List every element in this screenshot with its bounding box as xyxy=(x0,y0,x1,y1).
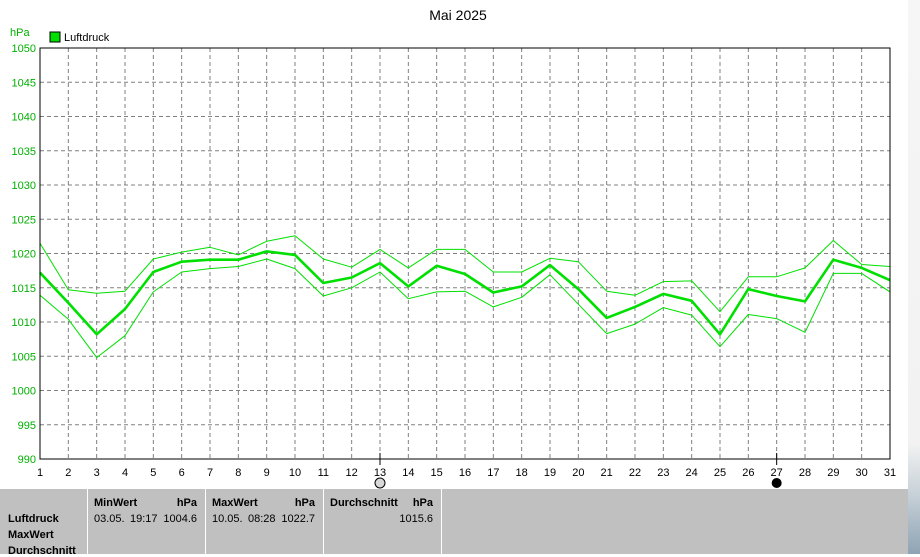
max-value: 1022.7 xyxy=(281,513,315,525)
series-line-upper xyxy=(39,235,891,313)
x-tick-label: 5 xyxy=(150,467,156,479)
x-tick-label: 23 xyxy=(657,467,669,479)
x-tick-label: 18 xyxy=(516,467,528,479)
min-value: 1004.6 xyxy=(163,513,197,525)
stats-min-column: MinWert hPa 03.05. 19:17 1004.6 xyxy=(88,489,206,554)
y-tick-label: 995 xyxy=(18,420,36,432)
max-time: 08:28 xyxy=(248,513,276,525)
y-tick-label: 1005 xyxy=(12,351,36,363)
y-tick-label: 1010 xyxy=(12,317,36,329)
x-tick-label: 25 xyxy=(714,467,726,479)
y-tick-label: 1015 xyxy=(12,283,36,295)
x-tick-label: 3 xyxy=(94,467,100,479)
avg-header: Durchschnitt xyxy=(330,497,398,509)
y-tick-label: 1035 xyxy=(12,146,36,158)
chart: Mai 2025 hPa Luftdruck 1 2 3 4 5 6 7 8 9 10 11 12 13… xyxy=(10,7,896,489)
max-header: MaxWert xyxy=(212,497,258,509)
min-date: 03.05. xyxy=(94,513,125,525)
x-tick-label: 4 xyxy=(122,467,128,479)
x-tick-label: 27 xyxy=(771,467,783,479)
avg-value: 1015.6 xyxy=(399,513,433,525)
x-tick-label: 20 xyxy=(572,467,584,479)
avg-unit: hPa xyxy=(412,497,433,509)
x-tick-label: 21 xyxy=(601,467,613,479)
x-tick-label: 22 xyxy=(629,467,641,479)
x-tick-label: 31 xyxy=(884,467,896,479)
y-tick-label: 1045 xyxy=(12,77,36,89)
x-tick-label: 2 xyxy=(65,467,71,479)
x-tick-label: 8 xyxy=(235,467,241,479)
x-tick-label: 29 xyxy=(827,467,839,479)
y-tick-label: 1000 xyxy=(12,386,36,398)
y-tick-label: 1040 xyxy=(12,112,36,124)
chart-title: Mai 2025 xyxy=(429,7,487,23)
y-tick-label: 1020 xyxy=(12,249,36,261)
x-tick-label: 10 xyxy=(289,467,301,479)
x-tick-label: 16 xyxy=(459,467,471,479)
x-tick-label: 11 xyxy=(318,467,329,479)
min-time: 19:17 xyxy=(130,513,158,525)
min-header: MinWert xyxy=(94,497,138,509)
x-tick-label: 19 xyxy=(544,467,556,479)
y-tick-label: 1030 xyxy=(12,180,36,192)
max-date: 10.05. xyxy=(212,513,243,525)
stats-panel: Luftdruck MaxWert Durchschnitt MinWert h… xyxy=(0,489,908,557)
stats-row-labels: Luftdruck MaxWert Durchschnitt xyxy=(0,489,88,557)
max-unit: hPa xyxy=(294,497,315,509)
legend-swatch xyxy=(49,31,61,43)
x-tick-label: 30 xyxy=(856,467,868,479)
stats-max-column: MaxWert hPa 10.05. 08:28 1022.7 xyxy=(206,489,324,554)
x-tick-label: 24 xyxy=(686,467,698,479)
x-tick-label: 14 xyxy=(402,467,414,479)
plot-frame xyxy=(39,47,891,460)
series-line-lower xyxy=(39,258,891,359)
min-marker-icon xyxy=(374,477,386,489)
row-label-maxwert: MaxWert xyxy=(8,529,54,541)
window-edge xyxy=(908,0,920,554)
x-tick-label: 1 xyxy=(37,467,43,479)
row-label-durchschnitt: Durchschnitt xyxy=(8,545,76,557)
x-tick-label: 15 xyxy=(431,467,443,479)
x-tick-label: 28 xyxy=(799,467,811,479)
y-tick-label: 1025 xyxy=(12,214,36,226)
legend-label: Luftdruck xyxy=(64,32,110,44)
x-tick-label: 9 xyxy=(264,467,270,479)
min-unit: hPa xyxy=(176,497,197,509)
x-tick-label: 12 xyxy=(346,467,358,479)
x-tick-label: 6 xyxy=(179,467,185,479)
max-marker-icon xyxy=(771,478,782,488)
x-tick-label: 17 xyxy=(487,467,499,479)
y-axis-unit: hPa xyxy=(10,27,30,39)
stats-avg-column: Durchschnitt hPa 1015.6 xyxy=(324,489,442,554)
y-tick-label: 1050 xyxy=(12,43,36,55)
series-line-luftdruck xyxy=(39,250,891,336)
x-tick-label: 7 xyxy=(207,467,213,479)
row-label-luftdruck: Luftdruck xyxy=(8,513,59,525)
x-tick-label: 26 xyxy=(742,467,754,479)
x-tick-label: 13 xyxy=(374,467,386,479)
y-tick-label: 990 xyxy=(18,454,36,466)
